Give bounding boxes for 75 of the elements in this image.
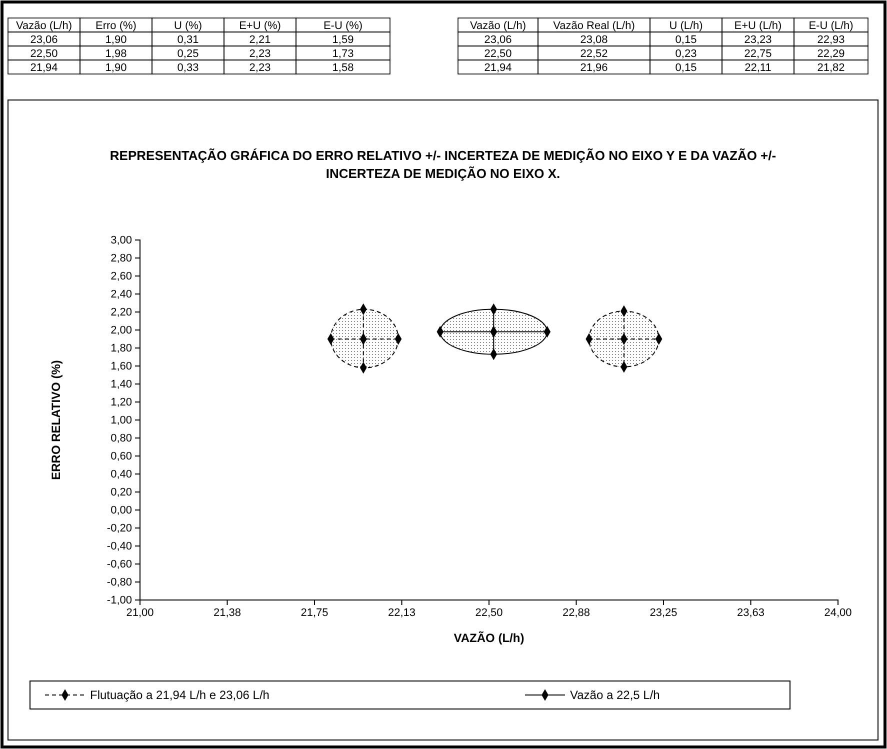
legend-label: Flutuação a 21,94 L/h e 23,06 L/h xyxy=(90,688,270,702)
text: 2,21 xyxy=(249,34,271,46)
text: 23,06 xyxy=(484,34,512,46)
text: 22,11 xyxy=(744,62,772,74)
x-tick-label: 23,63 xyxy=(736,606,765,619)
text: 1,73 xyxy=(332,48,354,60)
x-tick-label: 21,75 xyxy=(300,606,328,619)
y-tick-label: -0,60 xyxy=(106,558,132,571)
x-tick-label: 22,50 xyxy=(475,606,503,619)
text: 21,82 xyxy=(817,62,845,74)
y-tick-label: 1,60 xyxy=(110,360,132,373)
text: 23,23 xyxy=(744,34,772,46)
category-label: U (%) xyxy=(174,20,202,32)
y-tick-label: 2,60 xyxy=(110,270,132,283)
x-tick-label: 22,13 xyxy=(388,606,416,619)
text: 22,29 xyxy=(817,48,845,60)
category-label: Vazão Real (L/h) xyxy=(553,20,635,32)
y-tick-label: 0,60 xyxy=(110,450,132,463)
text: 22,75 xyxy=(744,48,772,60)
x-tick-label: 21,00 xyxy=(126,606,154,619)
text: 1,90 xyxy=(105,34,127,46)
chart-title: REPRESENTAÇÃO GRÁFICA DO ERRO RELATIVO +/- INCERTEZA DE MEDIÇÃO NO EIXO Y E DA VAZÃO +/- INCERTEZA DE MEDIÇÃO NO EIXO X. xyxy=(110,148,776,181)
text: 21,94 xyxy=(484,62,512,74)
y-tick-label: 3,00 xyxy=(110,234,132,247)
text: 0,15 xyxy=(675,62,697,74)
text: 23,08 xyxy=(580,34,608,46)
y-tick-label: 1,40 xyxy=(110,378,132,391)
category-label: E+U (%) xyxy=(239,20,281,32)
y-tick-label: 2,40 xyxy=(110,288,132,301)
x-tick-label: 23,25 xyxy=(650,606,678,619)
y-tick-label: 1,00 xyxy=(110,414,132,427)
text: 1,98 xyxy=(105,48,127,60)
text: 21,96 xyxy=(580,62,608,74)
text: 2,23 xyxy=(249,48,271,60)
category-label: E-U (L/h) xyxy=(808,20,854,32)
y-tick-label: -1,00 xyxy=(106,594,132,607)
x-axis-title: VAZÃO (L/h) xyxy=(454,631,524,645)
text: 0,25 xyxy=(177,48,199,60)
x-tick-label: 21,38 xyxy=(213,606,242,619)
text: 1,90 xyxy=(105,62,127,74)
category-label: Vazão (L/h) xyxy=(470,20,526,32)
category-label: E+U (L/h) xyxy=(734,20,782,32)
text: 22,50 xyxy=(30,48,58,60)
text: 0,33 xyxy=(177,62,199,74)
text: 23,06 xyxy=(30,34,58,46)
text: 0,31 xyxy=(177,34,199,46)
y-tick-label: 1,80 xyxy=(110,342,132,355)
text: 0,23 xyxy=(675,48,697,60)
y-tick-label: 2,20 xyxy=(110,306,132,319)
text: 21,94 xyxy=(30,62,58,74)
y-tick-label: -0,40 xyxy=(106,540,132,553)
y-tick-label: 2,80 xyxy=(110,252,132,265)
category-label: E-U (%) xyxy=(323,20,363,32)
text: 22,93 xyxy=(817,34,845,46)
y-tick-label: -0,20 xyxy=(106,522,132,535)
y-tick-label: 0,20 xyxy=(110,486,132,499)
text: 1,58 xyxy=(332,62,354,74)
y-tick-label: 0,40 xyxy=(110,468,132,481)
text: 22,50 xyxy=(484,48,512,60)
y-tick-label: 0,80 xyxy=(110,432,132,445)
text: 1,59 xyxy=(332,34,354,46)
y-tick-label: 0,00 xyxy=(110,504,132,517)
x-tick-label: 24,00 xyxy=(824,606,852,619)
legend-label: Vazão a 22,5 L/h xyxy=(570,688,660,702)
y-axis-title: ERRO RELATIVO (%) xyxy=(49,360,63,480)
text: 0,15 xyxy=(675,34,697,46)
y-tick-label: -0,80 xyxy=(106,576,132,589)
y-tick-label: 1,20 xyxy=(110,396,132,409)
category-label: Erro (%) xyxy=(96,20,136,32)
category-label: Vazão (L/h) xyxy=(16,20,72,32)
category-label: U (L/h) xyxy=(669,20,703,32)
text: 22,52 xyxy=(580,48,608,60)
x-tick-label: 22,88 xyxy=(562,606,590,619)
y-tick-label: 2,00 xyxy=(110,324,132,337)
text: 2,23 xyxy=(249,62,271,74)
